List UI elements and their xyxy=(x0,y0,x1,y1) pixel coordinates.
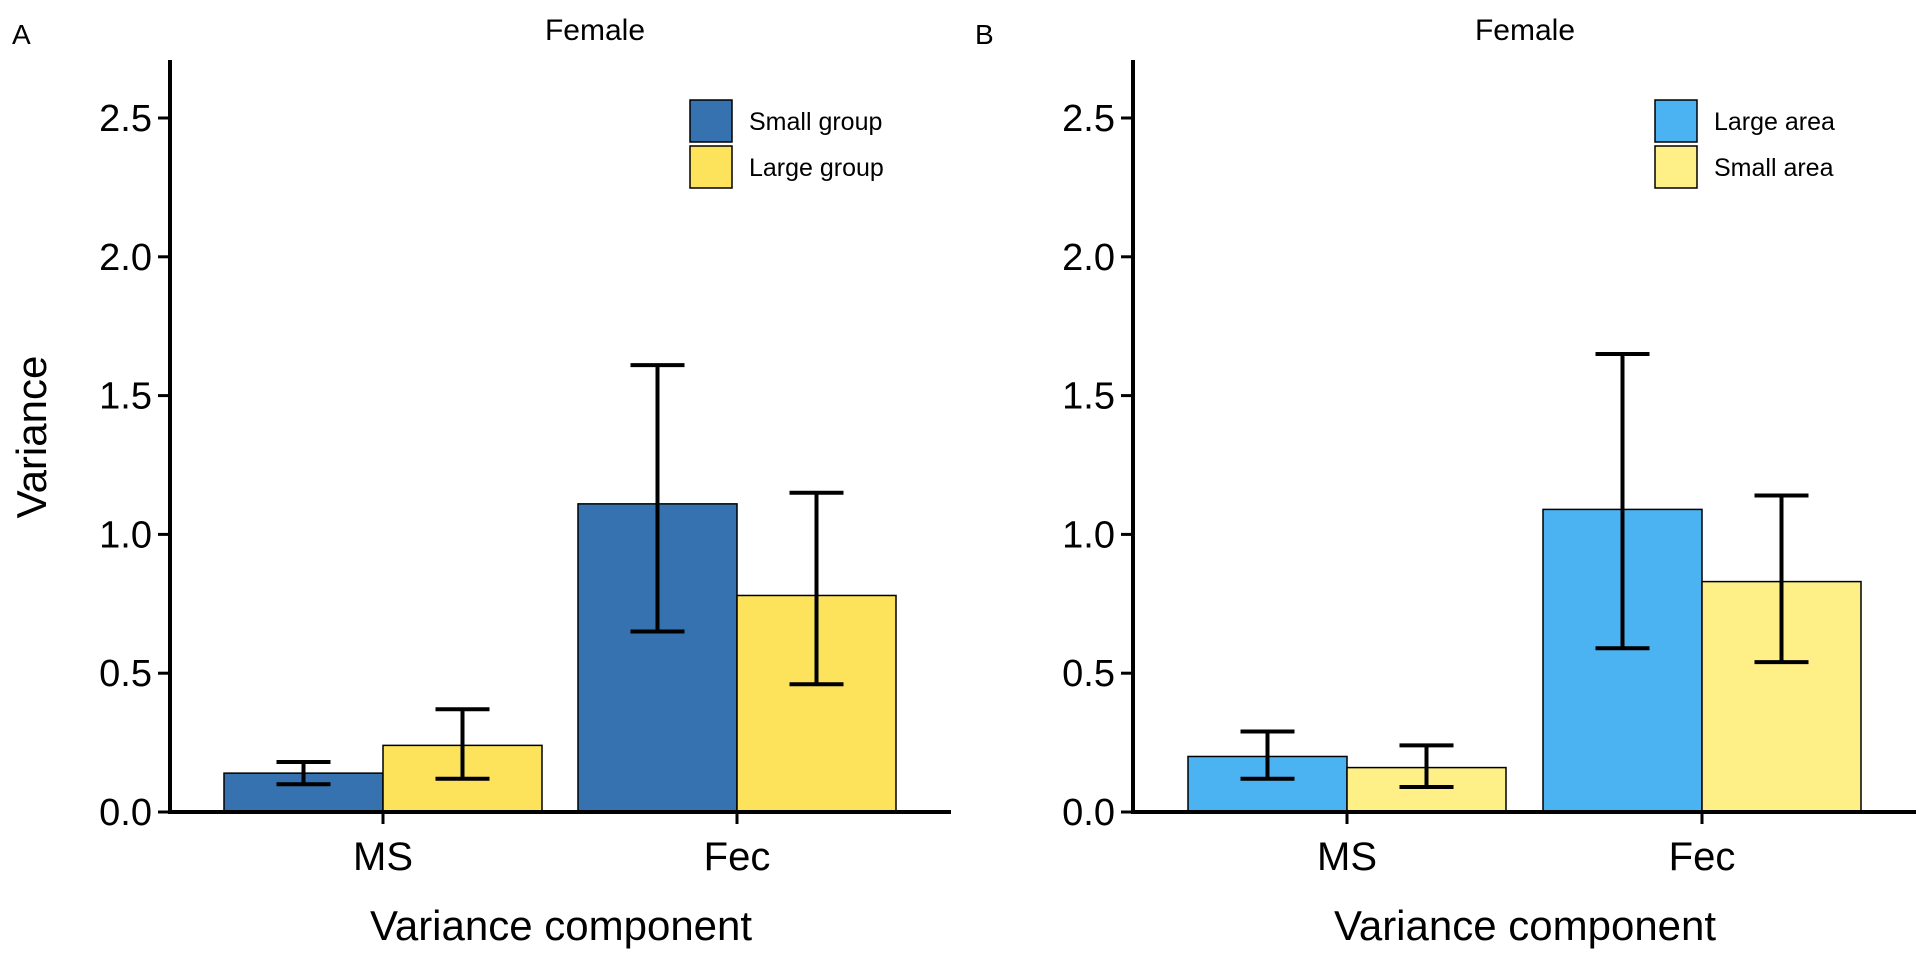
panel-a-y-tick-label: 1.0 xyxy=(99,514,152,556)
panel-a-legend-swatch-small-group xyxy=(689,99,733,143)
panel-a-y-tick-label: 2.5 xyxy=(99,98,152,140)
panel-b-y-tick-label: 2.5 xyxy=(1062,98,1115,140)
panel-a-error-bar-small-group-fec xyxy=(630,363,685,634)
panel-b-x-axis-title: Variance component xyxy=(1334,902,1716,949)
panel-a-x-tick-label-fec: Fec xyxy=(704,835,771,879)
panel-a-legend-swatch-large-group xyxy=(689,145,733,189)
panel-a-y-tick-label: 1.5 xyxy=(99,376,152,418)
panel-a-axes xyxy=(168,60,951,814)
panel-b-y-tick-label: 1.0 xyxy=(1062,514,1115,556)
panel-a-y-tick-label: 0.0 xyxy=(99,792,152,834)
panel-a-y-tick-label: 0.5 xyxy=(99,653,152,695)
panel-a-y-tick-label: 2.0 xyxy=(99,237,152,279)
panel-b-error-bar-large-area-ms xyxy=(1240,729,1295,781)
panel-a-x-axis-title: Variance component xyxy=(370,902,752,949)
panel-a-error-bar-large-group-fec xyxy=(789,490,844,687)
panel-b-error-bar-small-area-ms xyxy=(1399,743,1454,790)
panel-a: A Female Variance Variance component 0.0… xyxy=(8,14,951,949)
panel-b-x-tick-label-fec: Fec xyxy=(1669,835,1736,879)
panel-a-title: Female xyxy=(545,14,645,47)
panel-b-legend-swatch-large-area xyxy=(1654,99,1698,143)
panel-a-x-tick-label-ms: MS xyxy=(353,835,413,879)
panel-b-x-tick-label-ms: MS xyxy=(1317,835,1377,879)
panel-letter-a: A xyxy=(12,19,31,50)
panel-b: B Female Variance component 0.0 0.5 1.0 1.5… xyxy=(975,14,1916,949)
panel-letter-b: B xyxy=(975,19,994,50)
panel-b-legend-label-small-area: Small area xyxy=(1714,154,1834,182)
panel-a-legend-label-small-group: Small group xyxy=(749,108,882,136)
panel-b-y-tick-label: 0.0 xyxy=(1062,792,1115,834)
panel-b-legend-swatch-small-area xyxy=(1654,145,1698,189)
panel-b-y-tick-label: 1.5 xyxy=(1062,376,1115,418)
panel-b-y-tick-label: 0.5 xyxy=(1062,653,1115,695)
panel-b-error-bar-small-area-fec xyxy=(1754,493,1809,665)
panel-a-legend-label-large-group: Large group xyxy=(749,154,884,182)
panel-b-title: Female xyxy=(1475,14,1575,47)
panel-b-y-tick-label: 2.0 xyxy=(1062,237,1115,279)
panel-a-error-bar-large-group-ms xyxy=(435,707,490,781)
panel-b-error-bar-large-area-fec xyxy=(1595,351,1650,651)
panel-b-axes xyxy=(1131,60,1916,814)
panel-a-y-axis-title: Variance xyxy=(8,356,55,519)
panel-b-plot-area: 0.0 0.5 1.0 1.5 2.0 2.5 MS Fec Large area Small a… xyxy=(1062,60,1916,879)
panel-a-error-bar-small-group-ms xyxy=(276,760,331,787)
panel-a-plot-area: 0.0 0.5 1.0 1.5 2.0 2.5 MS Fec Small group Large … xyxy=(99,60,951,879)
panel-b-legend-label-large-area: Large area xyxy=(1714,108,1835,136)
